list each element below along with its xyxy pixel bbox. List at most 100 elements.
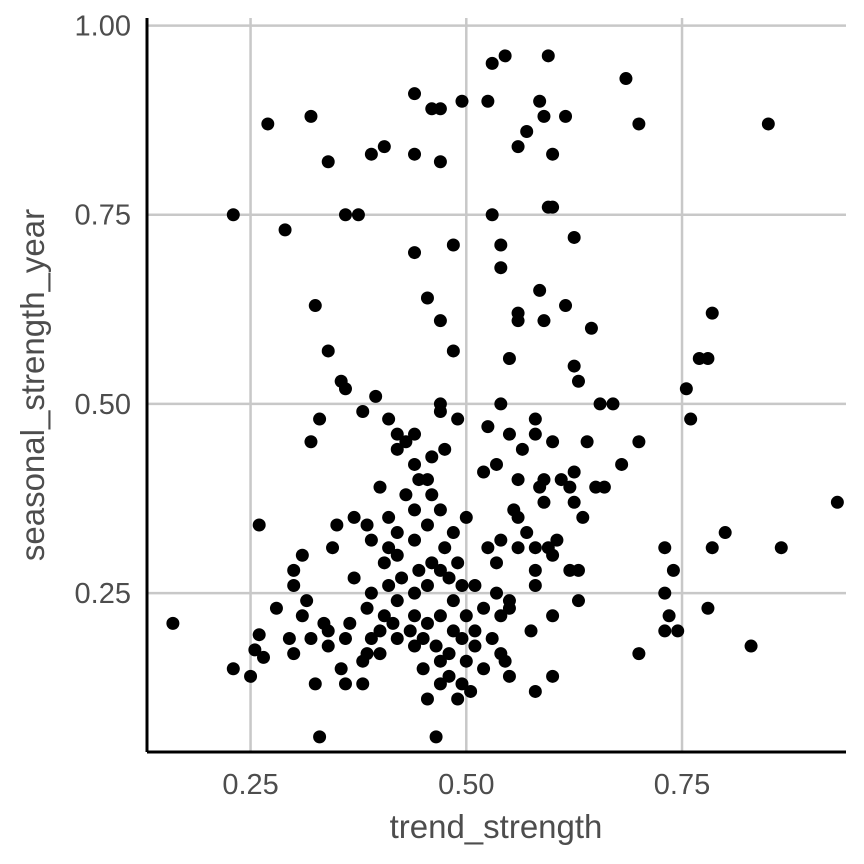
data-point (494, 533, 508, 547)
data-point (360, 601, 374, 615)
data-point (377, 609, 391, 623)
data-point (671, 624, 685, 638)
data-point (351, 208, 365, 222)
data-point (528, 427, 542, 441)
data-points (166, 49, 844, 744)
x-tick-label: 0.25 (222, 769, 278, 801)
data-point (658, 586, 672, 600)
data-point (524, 624, 538, 638)
y-tick-label: 0.50 (75, 389, 131, 421)
data-point (481, 541, 495, 555)
data-point (442, 647, 456, 661)
data-point (360, 518, 374, 532)
data-point (338, 677, 352, 691)
data-point (528, 541, 542, 555)
data-point (382, 510, 396, 524)
data-point (416, 631, 430, 645)
data-point (308, 299, 322, 313)
data-point (744, 639, 758, 653)
data-point (546, 147, 560, 161)
data-point (304, 631, 318, 645)
data-point (498, 654, 512, 668)
data-point (433, 102, 447, 116)
data-point (433, 503, 447, 517)
data-point (528, 579, 542, 593)
data-point (571, 374, 585, 388)
data-point (485, 631, 499, 645)
data-point (373, 480, 387, 494)
data-point (528, 563, 542, 577)
data-point (399, 488, 413, 502)
data-point (718, 526, 732, 540)
data-point (420, 692, 434, 706)
data-point (554, 473, 568, 487)
data-point (580, 435, 594, 449)
data-point (511, 140, 525, 154)
data-point (364, 586, 378, 600)
data-point (330, 518, 344, 532)
data-point (408, 639, 422, 653)
data-point (481, 420, 495, 434)
data-point (537, 109, 551, 123)
data-point (597, 480, 611, 494)
data-point (446, 594, 460, 608)
data-point (593, 397, 607, 411)
data-point (399, 435, 413, 449)
data-point (533, 283, 547, 297)
data-point (490, 457, 503, 471)
data-point (416, 662, 430, 676)
data-point (226, 662, 240, 676)
data-point (408, 147, 422, 161)
data-point (408, 609, 422, 623)
data-point (420, 616, 434, 630)
data-point (287, 579, 301, 593)
data-point (295, 609, 309, 623)
data-point (390, 427, 404, 441)
data-point (343, 616, 357, 630)
data-point (390, 631, 404, 645)
data-point (420, 518, 434, 532)
data-point (446, 624, 460, 638)
data-point (511, 306, 525, 320)
data-point (408, 246, 422, 260)
data-point (559, 299, 573, 313)
tick-labels: 0.25 0.50 0.75 0.25 0.50 0.75 1.00 (75, 11, 711, 801)
data-point (533, 94, 547, 108)
data-point (511, 473, 525, 487)
data-point (321, 155, 335, 169)
data-point (408, 533, 422, 547)
data-point (477, 601, 491, 615)
data-point (420, 291, 434, 305)
data-point (369, 389, 383, 403)
data-point (511, 510, 525, 524)
data-point (433, 609, 447, 623)
data-point (386, 616, 400, 630)
data-point (830, 495, 844, 509)
data-point (382, 541, 396, 555)
data-point (615, 457, 629, 471)
data-point (269, 601, 283, 615)
data-point (546, 609, 560, 623)
data-point (257, 650, 270, 664)
data-point (502, 601, 516, 615)
data-point (313, 730, 327, 744)
y-tick-label: 0.25 (75, 578, 131, 610)
data-point (433, 677, 447, 691)
data-point (546, 669, 560, 683)
data-point (520, 125, 534, 139)
data-point (278, 223, 292, 237)
y-tick-label: 1.00 (75, 11, 131, 43)
data-point (382, 579, 396, 593)
data-point (494, 261, 508, 275)
data-point (433, 563, 447, 577)
data-point (705, 541, 719, 555)
data-point (429, 730, 443, 744)
data-point (425, 450, 439, 464)
data-point (567, 359, 581, 373)
data-point (408, 427, 422, 441)
data-point (494, 238, 508, 252)
data-point (226, 208, 240, 222)
data-point (395, 571, 409, 585)
data-point (774, 541, 788, 555)
